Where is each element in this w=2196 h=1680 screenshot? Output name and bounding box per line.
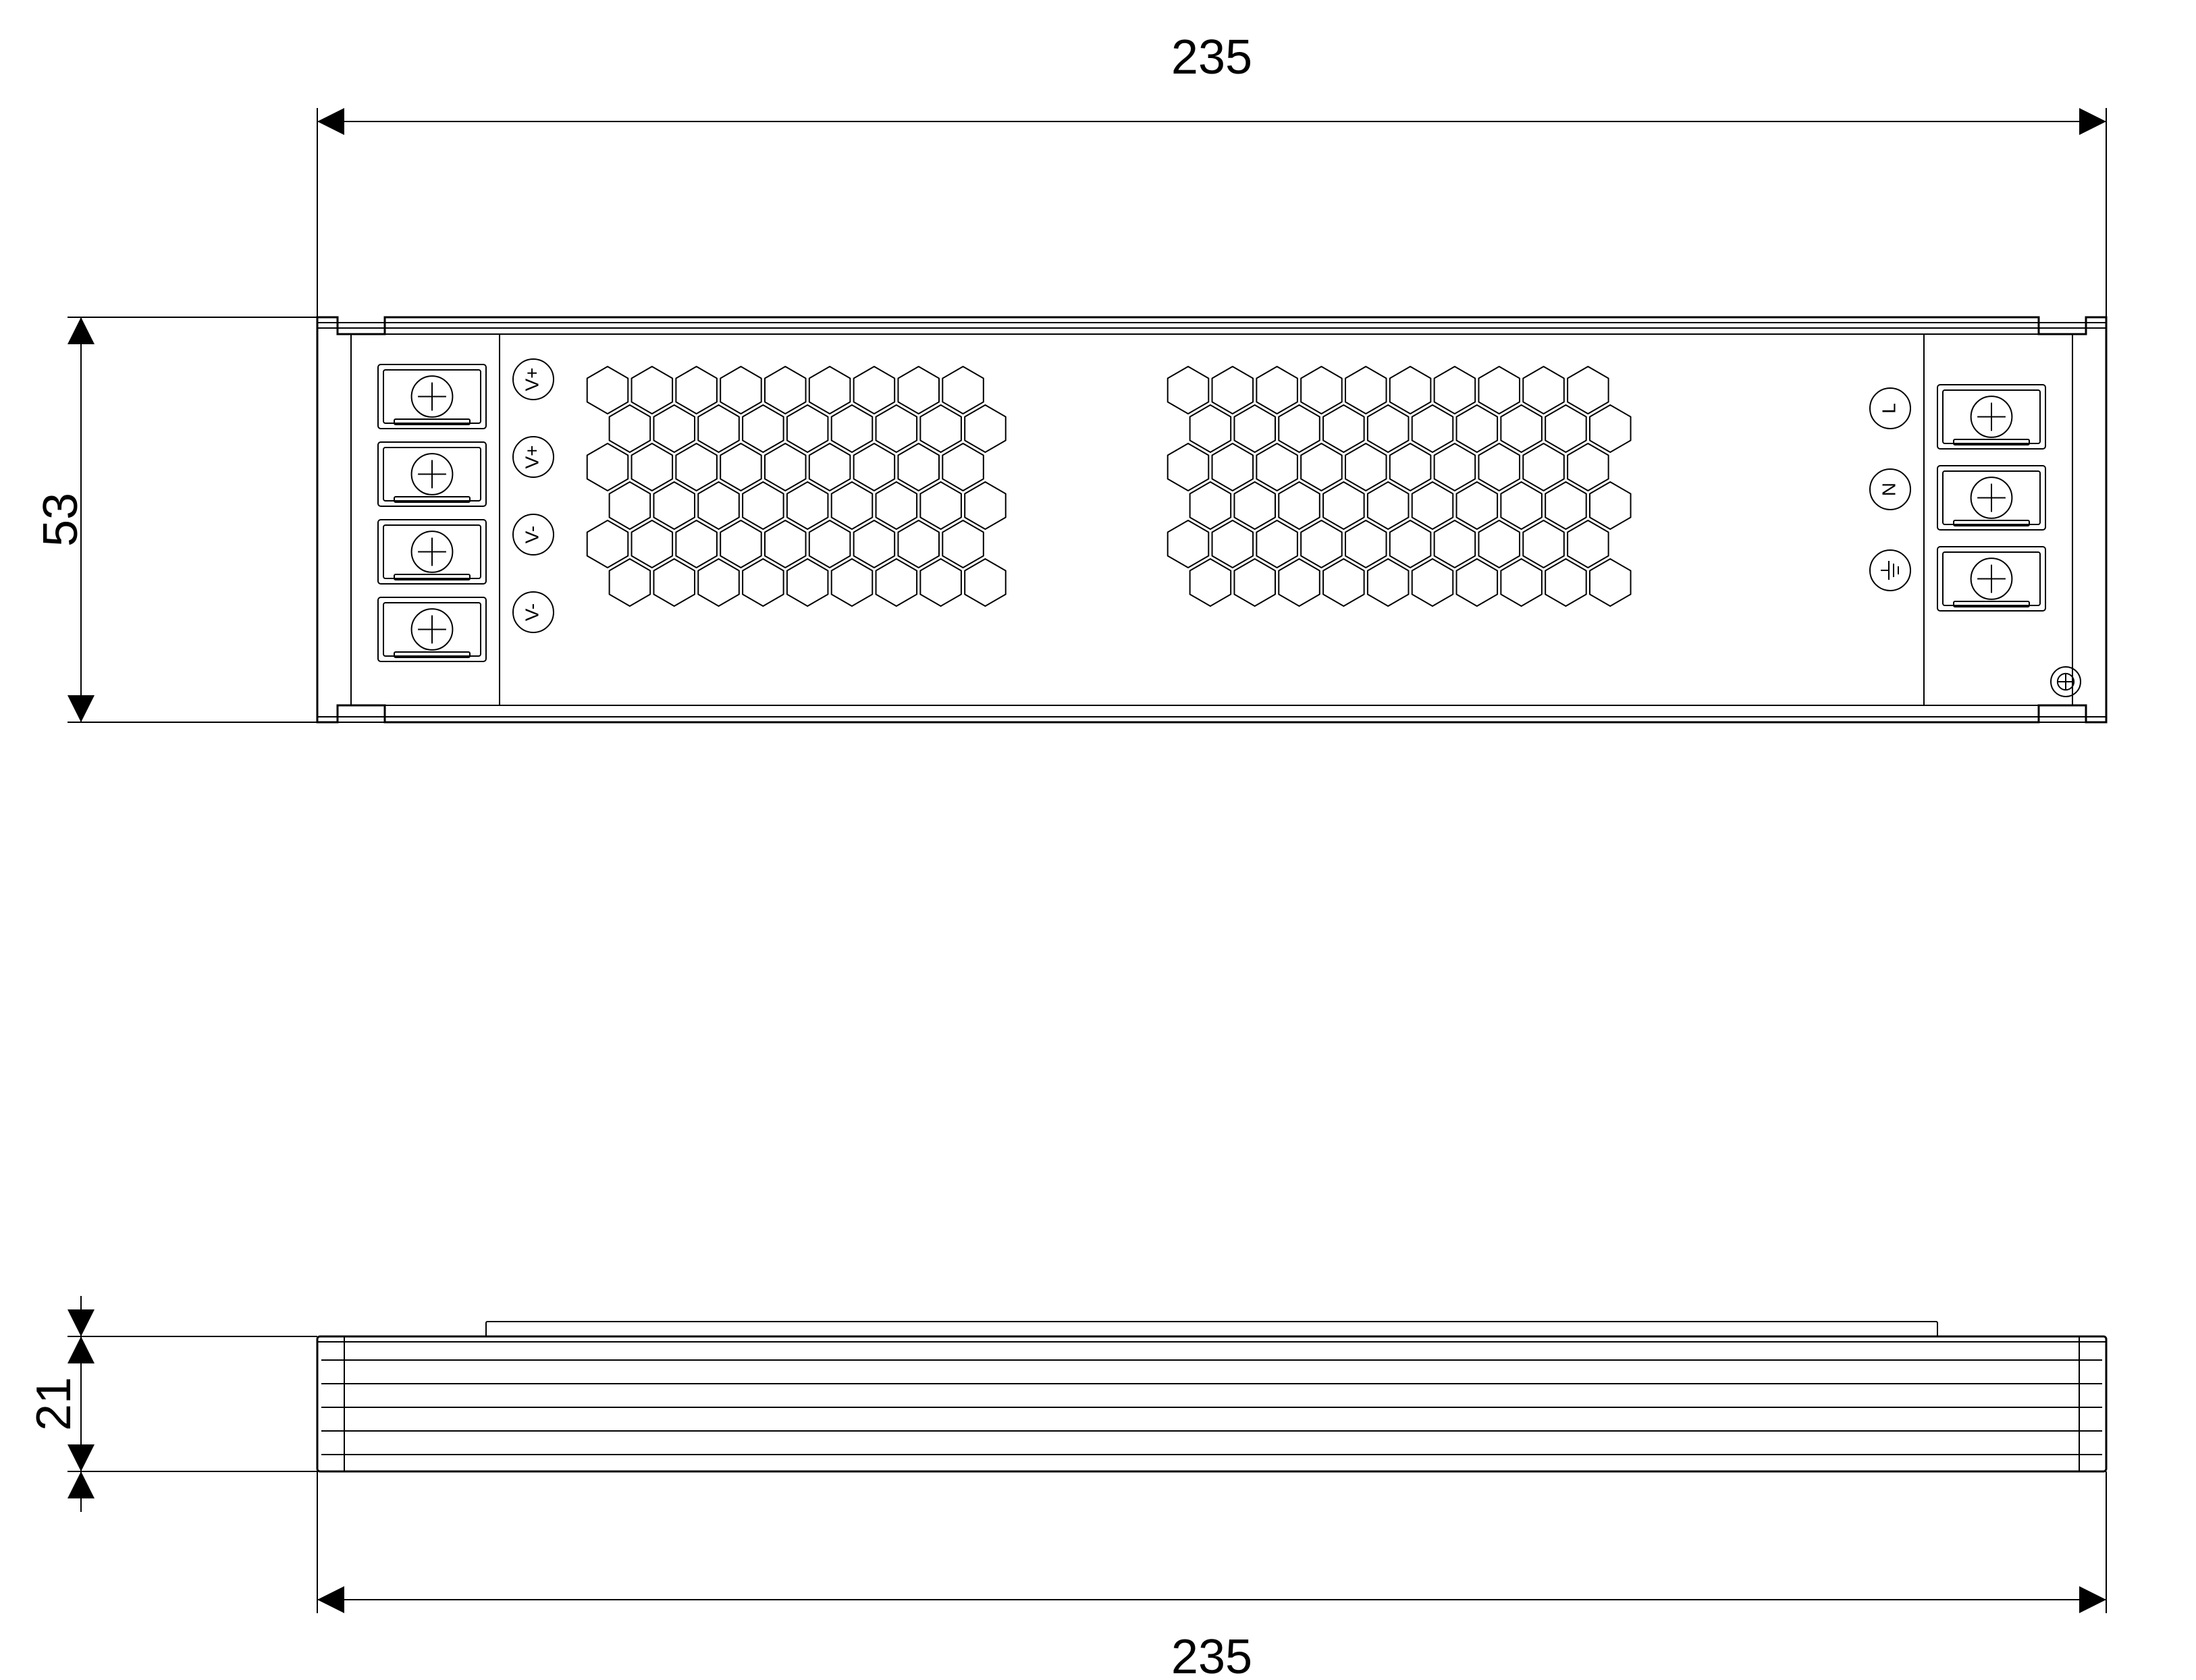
top-view: V+ V+ V- V- L N [317, 317, 2106, 722]
svg-text:V+: V+ [521, 445, 542, 468]
corner-screw [2051, 667, 2081, 697]
output-terminal-3 [378, 597, 486, 661]
input-label-1: N [1870, 469, 1910, 510]
input-terminal-2 [1937, 547, 2045, 611]
output-label-3: V- [513, 592, 554, 632]
ground-icon [1881, 561, 1898, 580]
svg-text:N: N [1878, 483, 1899, 496]
output-terminal-1 [378, 442, 486, 506]
output-label-0: V+ [513, 359, 554, 400]
output-terminal-2 [378, 520, 486, 584]
dimensions: 235 53 21 235 [27, 30, 2106, 1680]
input-label-2 [1870, 550, 1910, 591]
svg-text:V-: V- [521, 603, 542, 621]
dim-left-height: 53 [34, 493, 88, 547]
vent-honeycomb-1 [1168, 367, 1631, 606]
dim-bottom-length: 235 [1171, 1630, 1252, 1680]
side-view [317, 1322, 2106, 1471]
dim-side-height: 21 [27, 1377, 81, 1431]
vent-honeycomb-0 [587, 367, 1006, 606]
dim-top-length: 235 [1171, 30, 1252, 84]
output-label-2: V- [513, 514, 554, 555]
output-label-1: V+ [513, 437, 554, 477]
input-terminal-0 [1937, 385, 2045, 449]
svg-text:V-: V- [521, 526, 542, 543]
input-terminal-1 [1937, 466, 2045, 530]
svg-text:L: L [1878, 403, 1899, 414]
svg-text:V+: V+ [521, 367, 542, 391]
output-terminal-0 [378, 364, 486, 429]
input-label-0: L [1870, 388, 1910, 429]
technical-drawing: 235 53 21 235 V+ V+ V- V- L N [0, 0, 2196, 1680]
